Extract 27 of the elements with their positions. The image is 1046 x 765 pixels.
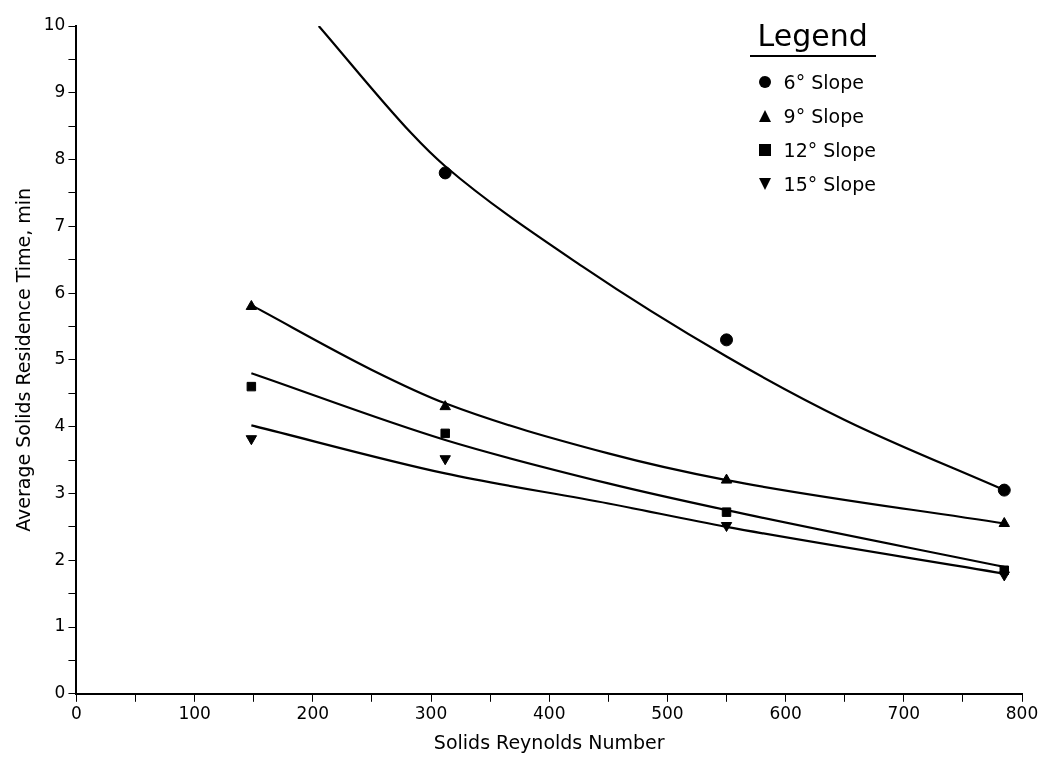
y-tick-label: 3	[54, 481, 66, 502]
x-axis-title: Solids Reynolds Number	[433, 730, 665, 753]
y-axis-title: Average Solids Residence Time, min	[12, 187, 35, 532]
x-tick-label: 400	[532, 703, 566, 724]
y-tick-label: 1	[54, 615, 66, 636]
y-tick-label: 4	[54, 415, 66, 436]
x-tick-label: 500	[651, 703, 684, 724]
legend-label: 15° Slope	[783, 173, 876, 195]
y-tick-label: 6	[54, 281, 66, 302]
x-tick-label: 600	[769, 703, 802, 724]
y-tick-label: 8	[54, 147, 66, 168]
y-tick-label: 5	[54, 348, 66, 369]
legend-label: 9° Slope	[783, 105, 864, 127]
x-tick-label: 800	[1005, 703, 1039, 724]
x-tick-label: 300	[414, 703, 448, 724]
x-tick-label: 100	[178, 703, 211, 724]
legend-title: Legend	[749, 18, 876, 57]
y-tick-label: 10	[43, 14, 66, 35]
x-tick-label: 700	[887, 703, 921, 724]
legend-label: 12° Slope	[783, 139, 876, 161]
x-tick-label: 0	[71, 703, 82, 724]
y-tick-label: 2	[54, 548, 66, 569]
legend-label: 6° Slope	[783, 71, 864, 93]
y-tick-label: 0	[54, 682, 66, 703]
y-tick-label: 7	[54, 214, 66, 235]
x-tick-label: 200	[296, 703, 330, 724]
y-tick-label: 9	[54, 81, 66, 102]
